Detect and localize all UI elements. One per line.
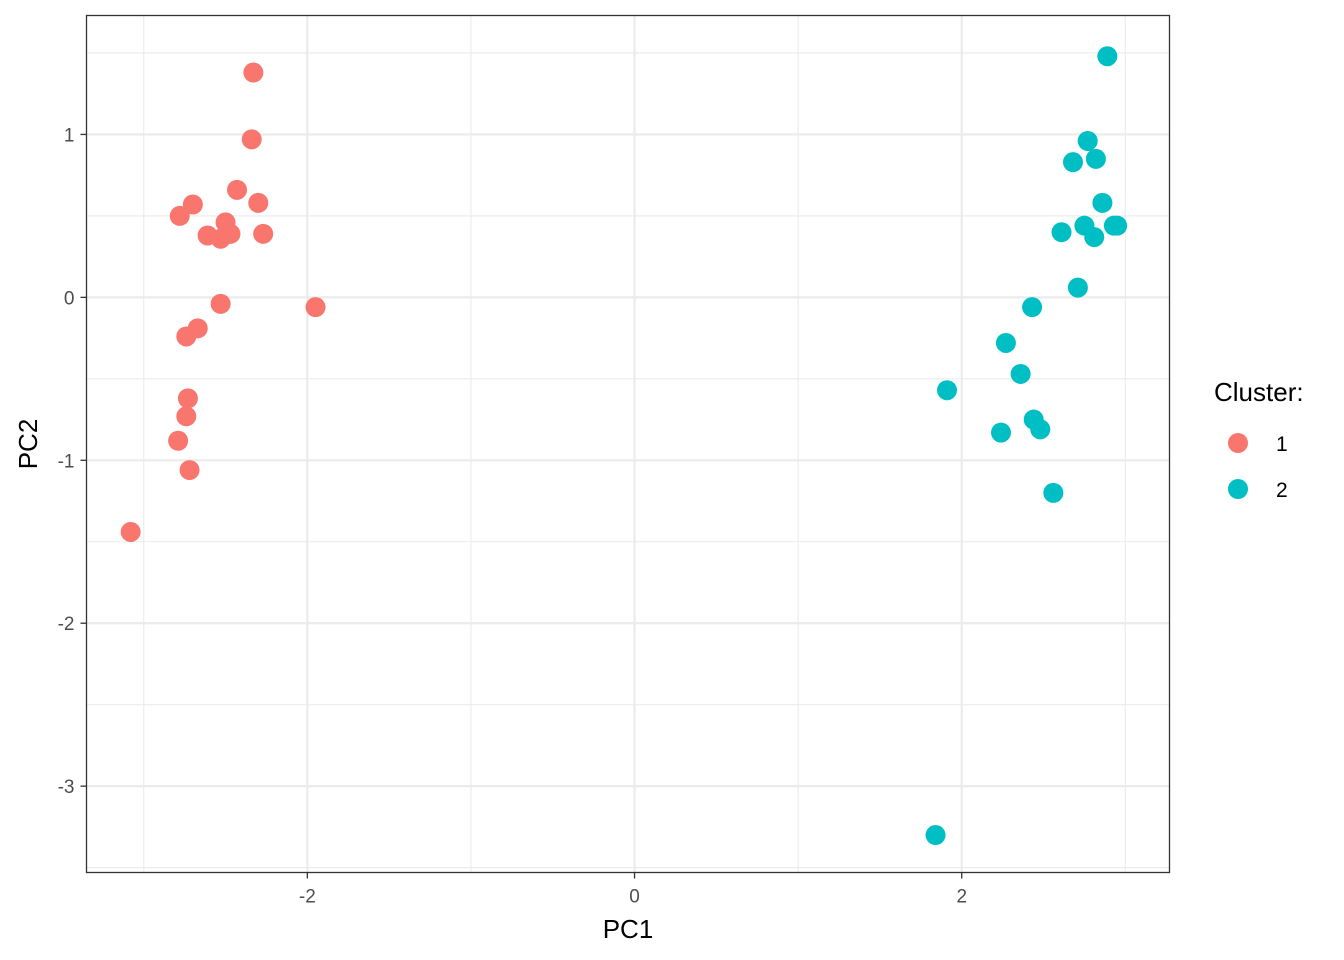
series-1-point <box>227 179 248 200</box>
series-1-point <box>169 205 190 226</box>
y-tick-label: 0 <box>64 288 75 309</box>
series-2-point <box>990 422 1011 443</box>
series-2-point <box>1051 222 1072 243</box>
x-tick-label: 2 <box>956 887 967 908</box>
axis-ticks <box>80 133 963 879</box>
series-2-point <box>1010 363 1031 384</box>
series-2-point <box>995 332 1016 353</box>
legend: Cluster: 1 2 <box>1214 377 1304 502</box>
series-1-point <box>120 521 141 542</box>
series-2-point <box>1062 152 1083 173</box>
y-tick-label: -3 <box>58 777 75 798</box>
series-2-point <box>925 825 946 846</box>
legend-label-1: 1 <box>1276 433 1288 456</box>
x-tick-label: 0 <box>629 887 640 908</box>
series-1-point <box>210 228 231 249</box>
x-tick-label: -2 <box>299 887 316 908</box>
y-tick-label: -2 <box>58 614 75 635</box>
series-2-point <box>1097 46 1118 67</box>
legend-title: Cluster: <box>1214 377 1304 407</box>
axis-tick-labels: -2 0 2 -3 -2 -1 0 1 <box>58 125 967 907</box>
data-points <box>120 46 1128 846</box>
series-2-point <box>1022 297 1043 318</box>
series-1-point <box>241 129 262 150</box>
series-2-point <box>1077 130 1098 151</box>
series-2-point <box>1084 227 1105 248</box>
y-axis-title: PC2 <box>13 419 43 470</box>
series-2-point <box>1092 192 1113 213</box>
series-1-point <box>253 223 274 244</box>
major-gridlines <box>86 15 1170 873</box>
series-2-point <box>1103 215 1124 236</box>
series-1-point <box>305 297 326 318</box>
series-1-point <box>168 430 189 451</box>
series-1-point <box>248 192 269 213</box>
legend-label-2: 2 <box>1276 479 1288 502</box>
y-tick-label: 1 <box>64 125 75 146</box>
series-1-point <box>176 326 197 347</box>
y-tick-label: -1 <box>58 451 75 472</box>
series-2-point <box>1085 148 1106 169</box>
series-2-point <box>1030 419 1051 440</box>
series-2-point <box>1067 277 1088 298</box>
legend-key-1 <box>1228 433 1248 453</box>
series-1-point <box>179 460 200 481</box>
series-2-point <box>937 380 958 401</box>
x-axis-title: PC1 <box>603 914 654 944</box>
plot-panel-border <box>85 14 1171 874</box>
series-2-point <box>1043 482 1064 503</box>
series-1-point <box>177 388 198 409</box>
series-1-point <box>182 194 203 215</box>
series-1-point <box>176 406 197 427</box>
minor-gridlines <box>86 15 1170 873</box>
legend-key-2 <box>1228 479 1248 499</box>
series-1-point <box>243 62 264 83</box>
series-1-point <box>210 293 231 314</box>
